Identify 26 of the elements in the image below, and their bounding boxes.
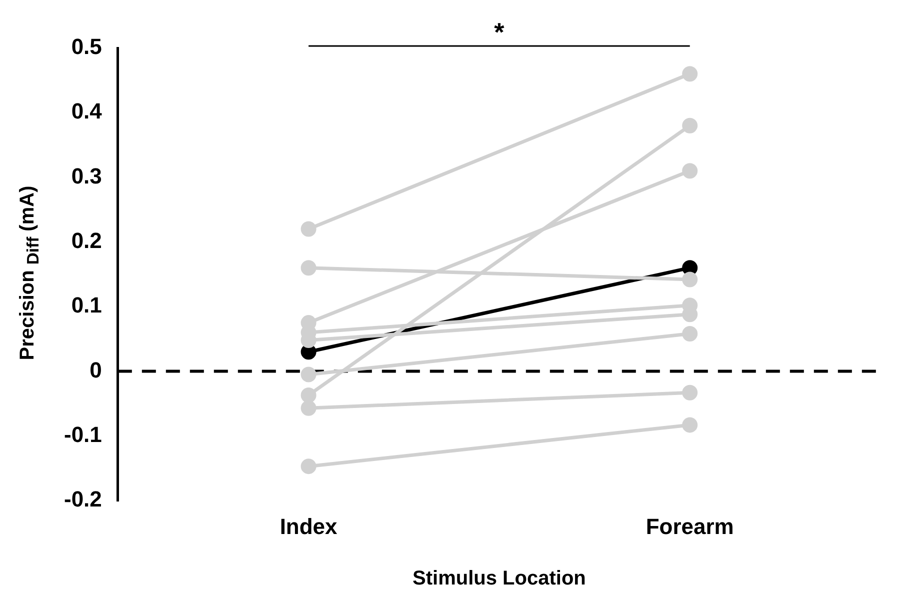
point — [682, 118, 698, 134]
x-tick-label: Forearm — [646, 514, 734, 539]
point — [682, 163, 698, 179]
point — [300, 221, 316, 237]
point — [300, 458, 316, 474]
point — [300, 260, 316, 276]
point — [300, 400, 316, 416]
point — [682, 417, 698, 433]
y-tick-label: 0 — [90, 357, 102, 382]
y-tick-label: -0.1 — [64, 422, 102, 448]
y-tick-label: 0.1 — [71, 292, 102, 318]
y-tick-label: 0.3 — [71, 163, 102, 188]
y-tick-label: 0.4 — [71, 98, 103, 124]
point — [300, 387, 316, 403]
point — [682, 66, 698, 82]
x-axis-title: Stimulus Location — [412, 568, 586, 590]
point — [682, 260, 698, 276]
y-tick-label: 0.5 — [71, 34, 102, 60]
point — [682, 272, 698, 288]
point — [682, 384, 698, 400]
point — [300, 366, 316, 382]
y-tick-label: 0.2 — [71, 228, 102, 254]
y-tick-label: -0.2 — [64, 486, 102, 512]
annotation: * — [494, 17, 506, 47]
point — [682, 326, 698, 342]
x-tick-label: Index — [280, 514, 338, 539]
